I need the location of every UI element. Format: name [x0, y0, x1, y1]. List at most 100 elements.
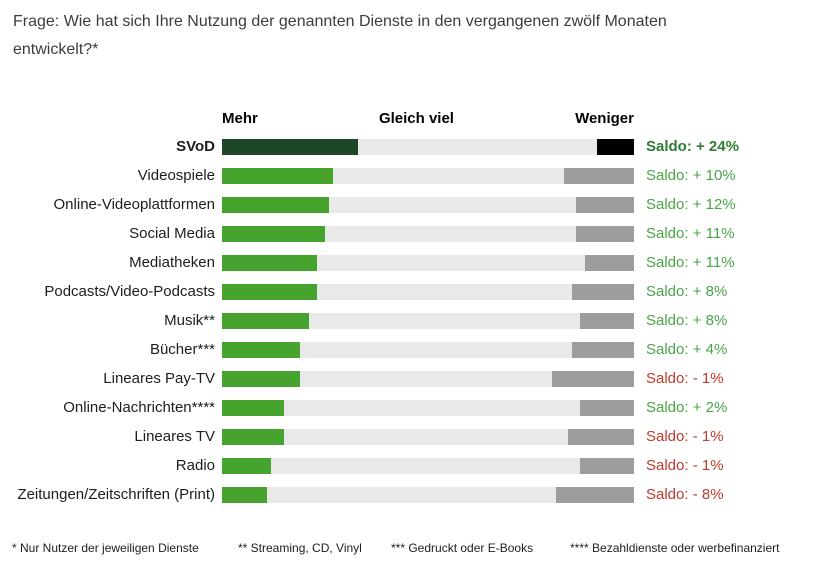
saldo-label: Saldo: + 12%	[646, 196, 736, 213]
saldo-label: Saldo: + 11%	[646, 225, 735, 242]
bar-segment-mehr	[222, 255, 317, 271]
chart-row: Bücher*** Saldo: + 4%	[0, 342, 840, 358]
bar	[222, 284, 634, 300]
chart-row: SVoD Saldo: + 24%	[0, 139, 840, 155]
saldo-label: Saldo: - 8%	[646, 486, 724, 503]
bar-segment-gleich-viel	[283, 400, 581, 416]
bar-segment-mehr	[222, 197, 330, 213]
bar-segment-gleich-viel	[316, 255, 585, 271]
column-header-mehr: Mehr	[222, 110, 258, 127]
footnote-3: *** Gedruckt oder E-Books	[391, 541, 534, 555]
bar-segment-mehr	[222, 313, 309, 329]
row-label: SVoD	[176, 138, 215, 155]
bar-segment-weniger	[563, 168, 634, 184]
bar-segment-gleich-viel	[329, 197, 577, 213]
saldo-label: Saldo: - 1%	[646, 370, 724, 387]
bar-segment-weniger	[580, 313, 634, 329]
bar-segment-mehr	[222, 400, 284, 416]
footnote-2: ** Streaming, CD, Vinyl	[238, 541, 362, 555]
chart-row: Radio Saldo: - 1%	[0, 458, 840, 474]
bar-segment-weniger	[572, 342, 634, 358]
bar-segment-mehr	[222, 458, 272, 474]
chart-row: Podcasts/Video-Podcasts Saldo: + 8%	[0, 284, 840, 300]
stacked-bar-chart: Mehr Gleich viel Weniger SVoD Saldo: + 2…	[0, 110, 840, 503]
row-label: Musik**	[164, 312, 215, 329]
bar-segment-gleich-viel	[267, 487, 556, 503]
saldo-label: Saldo: + 10%	[646, 167, 736, 184]
chart-row: Zeitungen/Zeitschriften (Print) Saldo: -…	[0, 487, 840, 503]
saldo-label: Saldo: + 2%	[646, 399, 728, 416]
saldo-label: Saldo: + 8%	[646, 283, 728, 300]
chart-row: Videospiele Saldo: + 10%	[0, 168, 840, 184]
bar-segment-mehr	[222, 487, 268, 503]
bar	[222, 168, 634, 184]
bar	[222, 197, 634, 213]
bar	[222, 139, 634, 155]
bar-segment-mehr	[222, 429, 284, 445]
column-header-weniger: Weniger	[575, 110, 634, 127]
footnote-1: * Nur Nutzer der jeweiligen Dienste	[12, 541, 199, 555]
chart-rows: SVoD Saldo: + 24% Videospiele Saldo: + 1…	[0, 139, 840, 503]
row-label: Online-Nachrichten****	[63, 399, 215, 416]
bar	[222, 429, 634, 445]
bar-segment-gleich-viel	[325, 226, 577, 242]
bar-segment-weniger	[596, 139, 634, 155]
bar-segment-mehr	[222, 226, 325, 242]
bar-segment-weniger	[551, 371, 634, 387]
row-label: Bücher***	[149, 341, 215, 358]
saldo-label: Saldo: - 1%	[646, 428, 724, 445]
bar-segment-weniger	[555, 487, 634, 503]
column-headers-row: Mehr Gleich viel Weniger	[0, 110, 840, 127]
saldo-label: Saldo: + 11%	[646, 254, 735, 271]
row-label: Online-Videoplattformen	[53, 196, 215, 213]
bar-segment-mehr	[222, 139, 358, 155]
chart-row: Mediatheken Saldo: + 11%	[0, 255, 840, 271]
bar-segment-gleich-viel	[300, 371, 552, 387]
bar	[222, 487, 634, 503]
bar	[222, 371, 634, 387]
row-label: Podcasts/Video-Podcasts	[44, 283, 215, 300]
bar-segment-gleich-viel	[271, 458, 581, 474]
chart-row: Online-Videoplattformen Saldo: + 12%	[0, 197, 840, 213]
bar-segment-weniger	[576, 197, 634, 213]
chart-row: Musik** Saldo: + 8%	[0, 313, 840, 329]
chart-row: Lineares TV Saldo: - 1%	[0, 429, 840, 445]
bar-segment-weniger	[572, 284, 634, 300]
row-label: Lineares TV	[134, 428, 215, 445]
saldo-label: Saldo: + 8%	[646, 312, 728, 329]
bar	[222, 226, 634, 242]
bar-segment-mehr	[222, 168, 334, 184]
bar-segment-gleich-viel	[308, 313, 581, 329]
bar-segment-weniger	[584, 255, 634, 271]
chart-row: Social Media Saldo: + 11%	[0, 226, 840, 242]
footnotes: * Nur Nutzer der jeweiligen Dienste ** S…	[0, 541, 840, 557]
chart-question-title: Frage: Wie hat sich Ihre Nutzung der gen…	[13, 13, 667, 58]
saldo-label: Saldo: + 24%	[646, 138, 739, 155]
row-label: Videospiele	[137, 167, 215, 184]
row-label: Radio	[175, 457, 215, 474]
bar-segment-weniger	[580, 458, 634, 474]
chart-row: Lineares Pay-TV Saldo: - 1%	[0, 371, 840, 387]
row-label: Lineares Pay-TV	[103, 370, 215, 387]
column-header-gleich-viel: Gleich viel	[378, 110, 454, 127]
bar-segment-weniger	[580, 400, 634, 416]
bar-segment-weniger	[568, 429, 634, 445]
bar	[222, 458, 634, 474]
bar	[222, 342, 634, 358]
bar	[222, 313, 634, 329]
bar-segment-gleich-viel	[333, 168, 564, 184]
bar-segment-gleich-viel	[283, 429, 569, 445]
footnote-4: **** Bezahldienste oder werbefinanziert	[570, 541, 780, 555]
bar	[222, 255, 634, 271]
bar-segment-gleich-viel	[357, 139, 597, 155]
chart-row: Online-Nachrichten**** Saldo: + 2%	[0, 400, 840, 416]
bar-segment-mehr	[222, 342, 301, 358]
saldo-label: Saldo: - 1%	[646, 457, 724, 474]
bar-segment-gleich-viel	[316, 284, 573, 300]
row-label: Zeitungen/Zeitschriften (Print)	[17, 486, 215, 503]
row-label: Social Media	[129, 225, 215, 242]
bar-segment-weniger	[576, 226, 634, 242]
bar-segment-gleich-viel	[300, 342, 573, 358]
row-label: Mediatheken	[129, 254, 215, 271]
saldo-label: Saldo: + 4%	[646, 341, 728, 358]
